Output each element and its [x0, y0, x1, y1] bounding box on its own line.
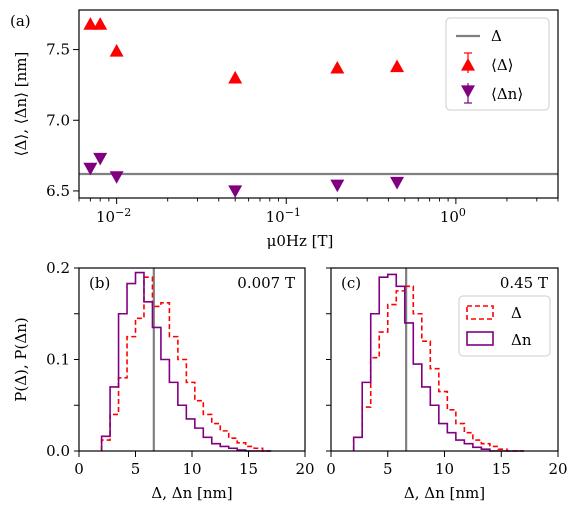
- panel-b-label: (b): [89, 274, 110, 292]
- y-tick-label: 0.2: [46, 259, 70, 277]
- legend-mean-delta-n-marker: [461, 85, 475, 98]
- y-tick-label: 6.5: [46, 182, 70, 200]
- x-tick-label: 0: [74, 460, 84, 478]
- x-tick-label: 10: [182, 460, 201, 478]
- x-tick-label: 100: [440, 206, 466, 226]
- histogram-delta: [352, 285, 524, 452]
- x-tick-exponent: −1: [285, 206, 301, 219]
- panel-a-frame: [78, 9, 559, 199]
- mean-delta-n-point: [109, 171, 124, 184]
- y-tick-label: 7.5: [46, 41, 70, 59]
- panel-a-xlabel: μ0Hz [T]: [267, 232, 334, 250]
- legend-mean-delta-label: ⟨Δ⟩: [491, 56, 514, 74]
- mean-delta-n-point: [228, 185, 243, 198]
- x-tick-base: 10: [96, 208, 115, 226]
- mean-delta-n-point: [83, 162, 98, 176]
- x-tick-base: 10: [266, 208, 285, 226]
- y-tick-label: 0.0: [46, 442, 70, 460]
- panel-c-label: (c): [341, 274, 361, 292]
- x-tick-label: 20: [548, 460, 567, 478]
- mean-delta-n-point: [330, 179, 345, 193]
- mean-delta-point: [109, 43, 124, 57]
- x-tick-label: 5: [383, 460, 393, 478]
- legend-c-box: [458, 295, 551, 357]
- histogram-delta: [100, 276, 272, 452]
- mean-delta-point: [83, 17, 98, 30]
- x-tick-label: 5: [131, 460, 141, 478]
- legend-delta-label: Δ: [511, 304, 522, 322]
- xlabel: Δ, Δn [nm]: [404, 484, 485, 502]
- legend-delta-swatch: [466, 305, 494, 320]
- x-tick-label: 15: [492, 460, 511, 478]
- histogram-delta-n: [352, 273, 524, 452]
- legend-mean-delta-n-label: ⟨Δn⟩: [491, 85, 523, 103]
- x-tick-label: 20: [295, 460, 314, 478]
- legend-delta0-label: Δ: [491, 27, 502, 45]
- field-annotation: 0.45 T: [500, 274, 548, 292]
- x-tick-exponent: 0: [459, 206, 466, 219]
- legend-mean-delta-marker: [461, 58, 475, 71]
- y-tick-label: 0.1: [46, 351, 70, 369]
- panel-c-frame: [330, 267, 559, 452]
- legend-delta-n-label: Δn: [511, 331, 532, 349]
- x-tick-base: 10: [440, 208, 459, 226]
- x-tick-label: 0: [326, 460, 336, 478]
- xlabel: Δ, Δn [nm]: [151, 484, 232, 502]
- mean-delta-point: [390, 59, 405, 73]
- mean-delta-n-point: [93, 152, 108, 166]
- panel-a-label: (a): [10, 12, 31, 30]
- x-tick-label: 10−1: [266, 206, 301, 226]
- panel-a-ylabel: ⟨Δ⟩, ⟨Δn⟩ [nm]: [12, 52, 30, 157]
- mean-delta-point: [228, 70, 243, 84]
- x-tick-label: 10: [435, 460, 454, 478]
- legend-delta-n-swatch: [466, 331, 494, 346]
- mean-delta-point: [93, 17, 108, 30]
- panel-b-frame: [78, 267, 306, 452]
- panel-b-ylabel: P(Δ), P(Δn): [12, 317, 30, 401]
- field-annotation: 0.007 T: [237, 274, 295, 292]
- x-tick-label: 10−2: [96, 206, 131, 226]
- x-tick-label: 15: [239, 460, 258, 478]
- x-tick-exponent: −2: [115, 206, 131, 219]
- y-tick-label: 7.0: [46, 111, 70, 129]
- mean-delta-point: [330, 60, 345, 74]
- mean-delta-n-point: [390, 176, 405, 190]
- histogram-delta-n: [100, 271, 272, 452]
